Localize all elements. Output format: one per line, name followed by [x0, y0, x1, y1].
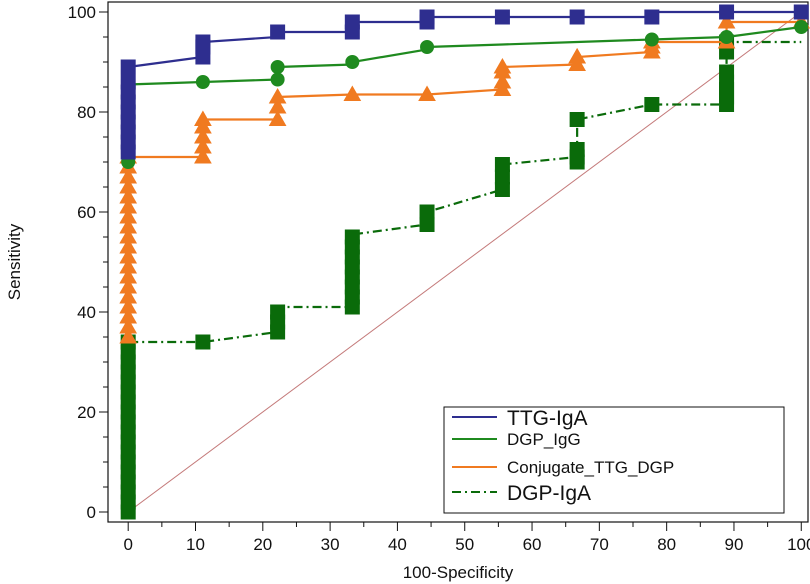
- x-tick-label: 60: [523, 535, 542, 554]
- series-dgp-iga: [120, 34, 802, 520]
- point-conjugate-ttg-dgp: [119, 247, 138, 264]
- point-conjugate-ttg-dgp: [119, 207, 138, 224]
- point-dgp-igg: [794, 20, 809, 34]
- point-dgp-igg: [270, 72, 285, 87]
- point-conjugate-ttg-dgp: [568, 47, 586, 64]
- legend-label-conjugate-ttg-dgp: Conjugate_TTG_DGP: [507, 458, 674, 477]
- point-conjugate-ttg-dgp: [194, 110, 212, 126]
- x-tick-label: 80: [657, 535, 676, 554]
- point-conjugate-ttg-dgp: [194, 147, 212, 164]
- x-tick-label: 0: [123, 535, 132, 554]
- legend-label-dgp-iga: DGP-IgA: [507, 482, 591, 505]
- point-ttg-iga: [120, 74, 136, 90]
- point-dgp-igg: [345, 55, 360, 69]
- x-tick-label: 50: [455, 535, 474, 554]
- point-ttg-iga: [270, 24, 286, 40]
- legend-box: [443, 406, 785, 514]
- point-conjugate-ttg-dgp: [119, 167, 138, 184]
- point-dgp-igg: [195, 75, 210, 89]
- point-dgp-iga: [494, 169, 510, 185]
- point-dgp-igg: [719, 30, 734, 44]
- point-conjugate-ttg-dgp: [119, 187, 138, 204]
- point-dgp-iga: [569, 112, 585, 127]
- legend-label-dgp-igg: DGP_IgG: [507, 430, 581, 449]
- y-tick-label: 20: [77, 403, 96, 422]
- point-dgp-iga: [494, 182, 510, 197]
- point-conjugate-ttg-dgp: [119, 237, 138, 254]
- point-dgp-iga: [644, 97, 660, 112]
- point-conjugate-ttg-dgp: [119, 297, 138, 314]
- point-conjugate-ttg-dgp: [493, 57, 512, 74]
- series-line-dgp-igg: [127, 25, 802, 162]
- series-ttg-iga: [120, 4, 809, 160]
- legend-label-ttg-iga: TTG-IgA: [507, 407, 588, 430]
- point-ttg-iga: [344, 14, 360, 30]
- point-dgp-iga: [419, 217, 435, 232]
- point-ttg-iga: [195, 34, 211, 50]
- point-ttg-iga: [719, 4, 735, 20]
- series-layer: [119, 4, 810, 520]
- x-tick-label: 30: [321, 535, 340, 554]
- x-axis-title: 100-Specificity: [403, 563, 514, 582]
- point-dgp-igg: [420, 40, 435, 54]
- point-conjugate-ttg-dgp: [119, 197, 138, 214]
- point-conjugate-ttg-dgp: [268, 87, 287, 104]
- point-ttg-iga: [644, 9, 660, 25]
- x-tick-label: 10: [186, 535, 205, 554]
- point-conjugate-ttg-dgp: [194, 127, 212, 144]
- axis-layer: 0 10 20 30 40 50 60 70 80 90 100 0 20 40 60 80 100: [68, 3, 810, 554]
- point-ttg-iga: [793, 4, 809, 20]
- x-tick-label: 100: [787, 535, 810, 554]
- y-axis-title: Sensitivity: [5, 223, 24, 300]
- point-conjugate-ttg-dgp: [194, 137, 212, 154]
- point-conjugate-ttg-dgp: [268, 97, 287, 114]
- point-conjugate-ttg-dgp: [119, 307, 138, 324]
- point-conjugate-ttg-dgp: [119, 227, 138, 244]
- point-conjugate-ttg-dgp: [418, 85, 436, 101]
- point-conjugate-ttg-dgp: [493, 72, 512, 89]
- x-tick-label: 90: [725, 535, 744, 554]
- point-dgp-iga: [344, 229, 360, 245]
- x-tick-label: 20: [253, 535, 272, 554]
- point-conjugate-ttg-dgp: [119, 257, 138, 274]
- point-dgp-iga: [195, 334, 211, 350]
- point-dgp-igg: [644, 32, 659, 47]
- point-conjugate-ttg-dgp: [717, 12, 736, 29]
- point-conjugate-ttg-dgp: [119, 287, 138, 304]
- x-tick-label: 70: [590, 535, 609, 554]
- series-line-dgp-iga: [127, 40, 802, 512]
- point-conjugate-ttg-dgp: [119, 177, 138, 194]
- y-tick-label: 40: [77, 303, 96, 322]
- chance-diagonal-line: [127, 11, 802, 513]
- point-ttg-iga: [120, 59, 136, 75]
- y-tick-label: 80: [77, 103, 96, 122]
- point-conjugate-ttg-dgp: [119, 267, 138, 284]
- point-ttg-iga: [419, 9, 435, 25]
- point-conjugate-ttg-dgp: [119, 217, 138, 234]
- y-tick-label: 60: [77, 203, 96, 222]
- point-dgp-iga: [419, 204, 435, 220]
- y-tick-label: 0: [87, 503, 96, 522]
- point-dgp-iga: [719, 64, 735, 80]
- y-tick-label: 100: [68, 3, 96, 22]
- point-conjugate-ttg-dgp: [343, 85, 362, 101]
- point-ttg-iga: [494, 9, 510, 25]
- x-tick-label: 40: [388, 535, 407, 554]
- point-dgp-iga: [569, 142, 585, 157]
- point-conjugate-ttg-dgp: [119, 317, 138, 334]
- point-ttg-iga: [569, 9, 585, 25]
- point-conjugate-ttg-dgp: [119, 277, 138, 294]
- point-conjugate-ttg-dgp: [119, 327, 138, 344]
- point-dgp-iga: [270, 304, 286, 320]
- point-conjugate-ttg-dgp: [268, 110, 287, 126]
- point-dgp-iga: [494, 157, 510, 172]
- point-dgp-igg: [270, 60, 285, 74]
